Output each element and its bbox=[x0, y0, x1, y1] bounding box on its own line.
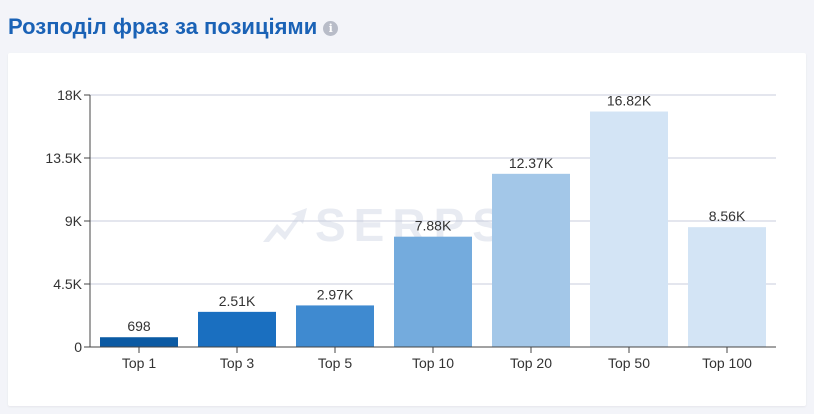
y-tick-label: 13.5K bbox=[45, 150, 82, 166]
y-tick-label: 18K bbox=[57, 87, 83, 103]
bar bbox=[394, 236, 472, 347]
y-tick-label: 4.5K bbox=[53, 276, 82, 292]
y-tick-label: 0 bbox=[74, 339, 82, 355]
data-label: 2.51K bbox=[219, 293, 256, 309]
x-tick-label: Top 50 bbox=[608, 355, 650, 371]
data-label: 698 bbox=[127, 318, 151, 334]
x-tick-label: Top 10 bbox=[412, 355, 454, 371]
data-label: 16.82K bbox=[607, 93, 652, 109]
bar bbox=[198, 311, 276, 347]
bar bbox=[296, 305, 374, 347]
x-tick-label: Top 1 bbox=[122, 355, 156, 371]
bar bbox=[100, 337, 178, 347]
x-tick-label: Top 100 bbox=[702, 355, 752, 371]
y-tick-label: 9K bbox=[65, 213, 83, 229]
data-label: 8.56K bbox=[709, 208, 746, 224]
watermark-logo-icon bbox=[263, 208, 307, 242]
bar bbox=[590, 111, 668, 347]
info-icon[interactable]: i bbox=[323, 21, 339, 36]
data-label: 12.37K bbox=[509, 155, 554, 171]
data-label: 7.88K bbox=[415, 218, 452, 234]
bar bbox=[492, 173, 570, 347]
bar bbox=[688, 227, 766, 347]
x-tick-label: Top 3 bbox=[220, 355, 254, 371]
x-tick-label: Top 20 bbox=[510, 355, 552, 371]
page-title: Розподіл фраз за позиціями bbox=[8, 14, 318, 39]
chart-header: Розподіл фраз за позиціями i bbox=[8, 10, 339, 44]
x-tick-label: Top 5 bbox=[318, 355, 352, 371]
data-label: 2.97K bbox=[317, 286, 354, 302]
